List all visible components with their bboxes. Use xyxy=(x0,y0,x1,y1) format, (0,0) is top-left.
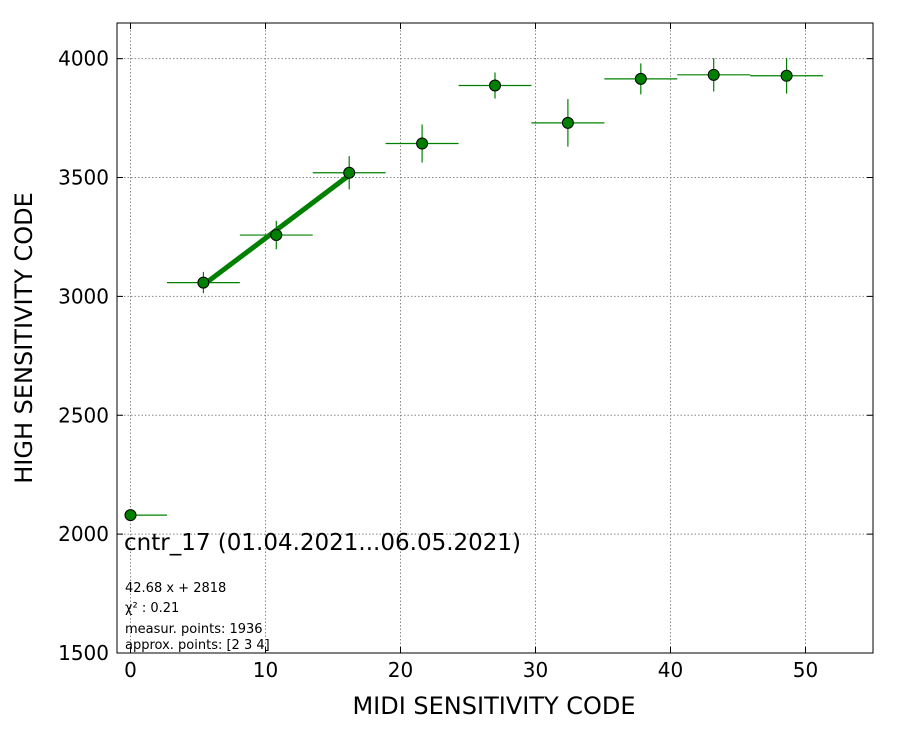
y-tick-label: 4000 xyxy=(58,47,109,71)
x-tick-label: 10 xyxy=(253,658,278,682)
data-point xyxy=(198,277,209,288)
data-point xyxy=(125,510,136,521)
annotation-fit-equation: 42.68 x + 2818 xyxy=(125,581,226,596)
data-point xyxy=(781,70,792,81)
y-tick-label: 2000 xyxy=(58,522,109,546)
data-point xyxy=(708,69,719,80)
x-tick-label: 0 xyxy=(124,658,137,682)
annotation-approx-points: approx. points: [2 3 4] xyxy=(125,638,270,653)
data-point xyxy=(490,80,501,91)
x-tick-label: 30 xyxy=(523,658,548,682)
data-point xyxy=(344,167,355,178)
data-point xyxy=(271,230,282,241)
y-tick-label: 1500 xyxy=(58,641,109,665)
annotation-measur-points: measur. points: 1936 xyxy=(125,622,263,637)
data-point xyxy=(635,73,646,84)
x-tick-label: 50 xyxy=(793,658,818,682)
data-point xyxy=(417,138,428,149)
data-point xyxy=(562,117,573,128)
annotation-title: cntr_17 (01.04.2021...06.05.2021) xyxy=(124,530,521,556)
y-axis-label: HIGH SENSITIVITY CODE xyxy=(10,192,38,484)
x-tick-label: 40 xyxy=(658,658,683,682)
y-tick-label: 3500 xyxy=(58,166,109,190)
y-tick-label: 2500 xyxy=(58,403,109,427)
y-tick-label: 3000 xyxy=(58,284,109,308)
annotation-chi2: χ² : 0.21 xyxy=(125,601,179,616)
x-axis-label: MIDI SENSITIVITY CODE xyxy=(352,692,635,720)
x-tick-label: 20 xyxy=(388,658,413,682)
